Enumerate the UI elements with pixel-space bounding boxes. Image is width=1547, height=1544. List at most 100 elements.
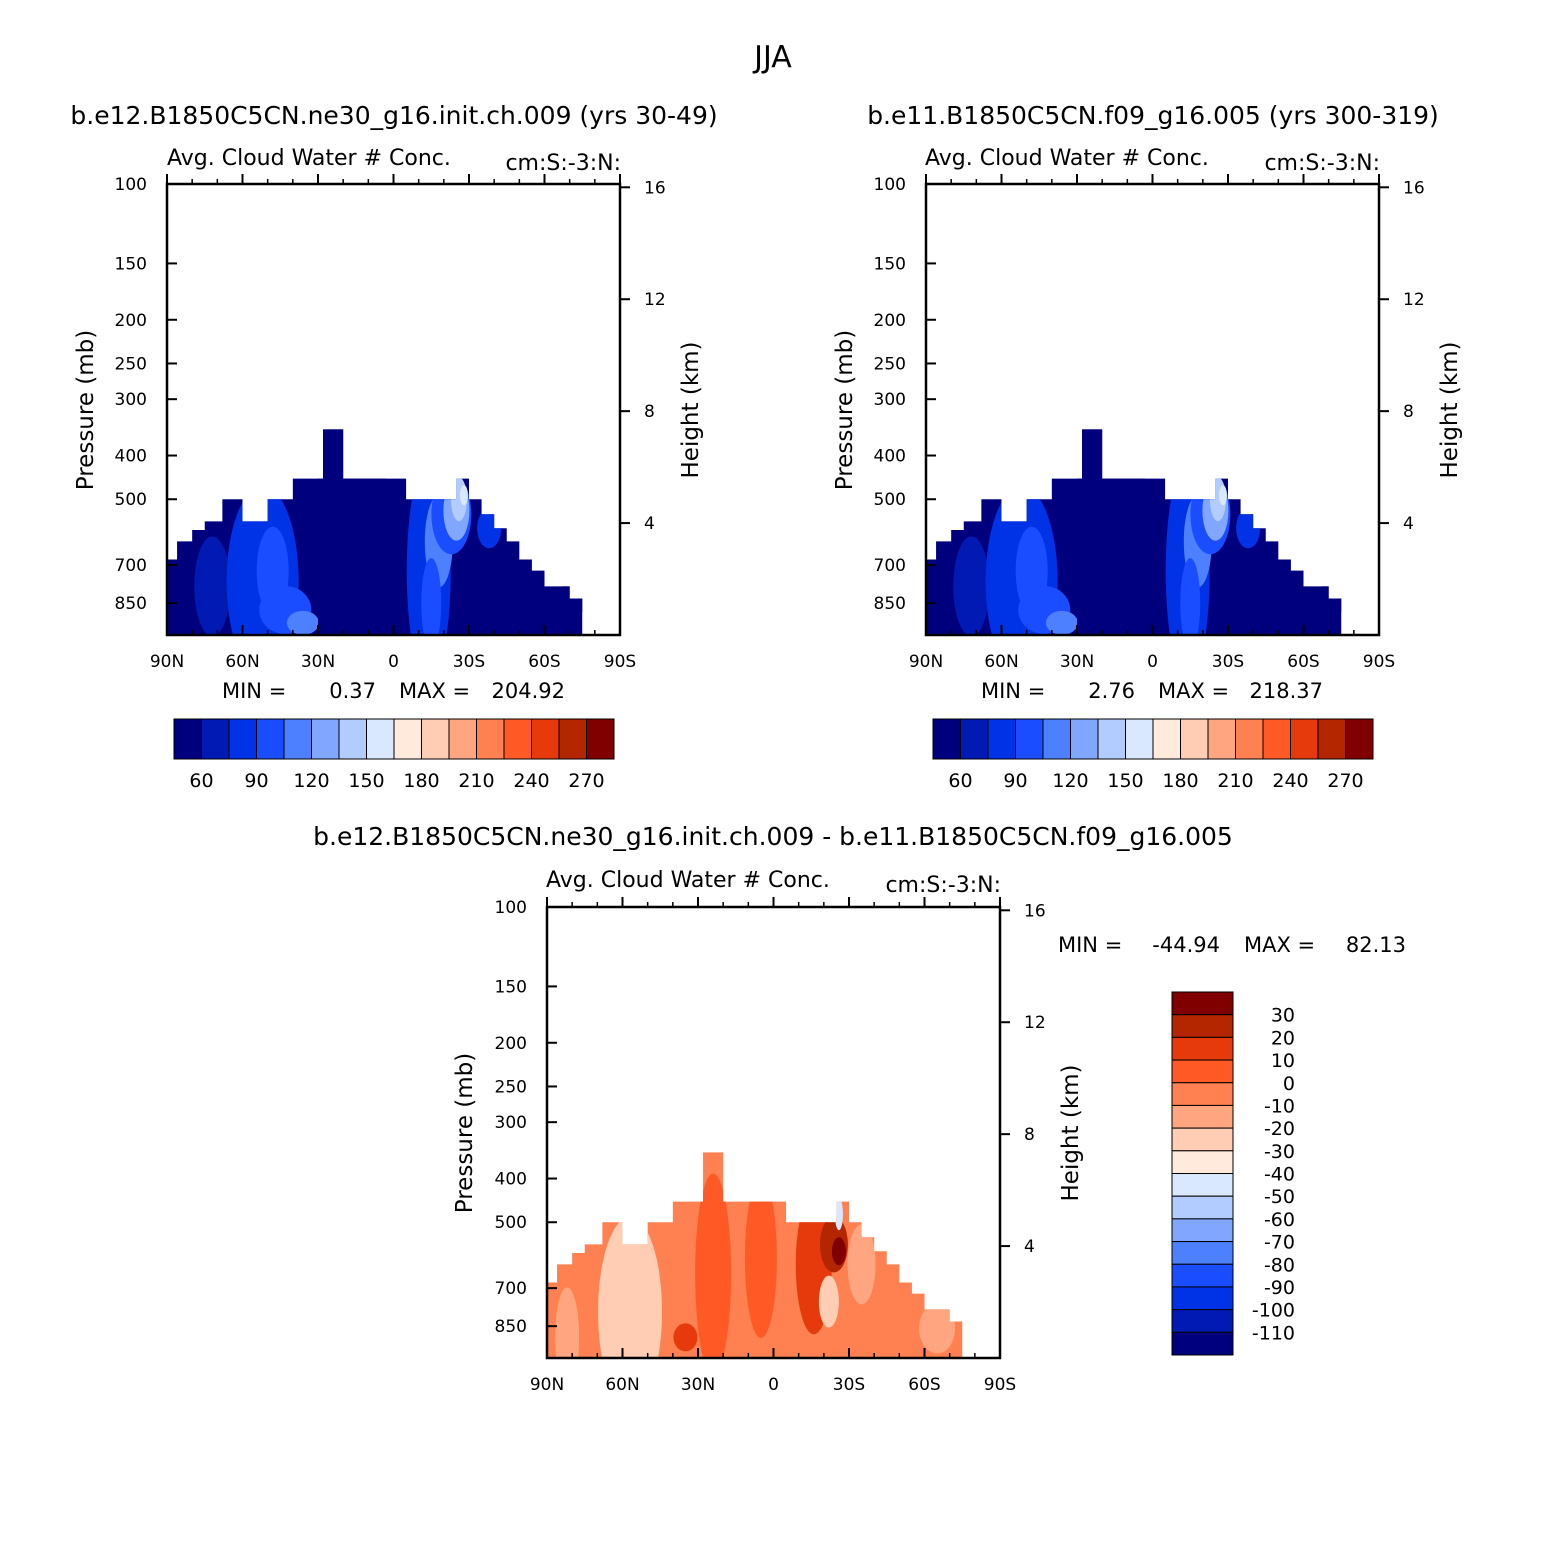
field-body	[167, 429, 583, 635]
p-tick-label: 850	[495, 1317, 527, 1337]
colorbar-label: 240	[513, 770, 549, 792]
contour-fill	[695, 1173, 732, 1358]
colorbar-label: 20	[1271, 1027, 1295, 1049]
z-tick-label: 12	[1403, 290, 1425, 310]
colorbar-label: -90	[1264, 1277, 1295, 1299]
contour-fill	[953, 536, 990, 635]
contour-fill	[555, 583, 583, 624]
z-tick-label: 4	[1024, 1237, 1035, 1257]
colorbar-label: 240	[1272, 770, 1308, 792]
p-tick-label: 400	[495, 1170, 527, 1190]
colorbar-box	[256, 718, 285, 760]
panel-2-contour-field	[926, 429, 1342, 635]
colorbar-label: 270	[568, 770, 604, 792]
p-tick-label: 250	[874, 354, 906, 374]
panel-1-min-value: 0.37	[329, 679, 376, 703]
p-tick-label: 500	[874, 490, 906, 510]
colorbar-label: -70	[1264, 1232, 1295, 1254]
p-tick-label: 200	[115, 311, 147, 331]
colorbar-box	[1207, 718, 1236, 760]
contour-fill	[1236, 508, 1261, 549]
x-tick-label: 30N	[1060, 652, 1094, 672]
colorbar-box	[1152, 718, 1181, 760]
colorbar-box	[1171, 1150, 1234, 1174]
z-tick-label: 12	[644, 290, 666, 310]
p-tick-label: 700	[874, 556, 906, 576]
contour-fill	[555, 1287, 580, 1358]
colorbar-box	[1171, 1082, 1234, 1106]
colorbar-box	[1015, 718, 1044, 760]
z-tick-label: 8	[644, 402, 655, 422]
panel-2-min-label: MIN =	[981, 679, 1045, 703]
x-tick-label: 0	[768, 1375, 779, 1395]
colorbar-label: -20	[1264, 1118, 1295, 1140]
contour-fill	[1314, 583, 1342, 624]
colorbar-label: -80	[1264, 1254, 1295, 1276]
panel-3-min-value: -44.94	[1152, 933, 1220, 957]
panel-2-axes: 90N 60N 30N 0 30S 60S 90S 100 150 200 250 300 400 500…	[874, 174, 1425, 672]
panel-1-colorbar: 60 90 120 150 180 210 240 270	[173, 718, 615, 792]
z-tick-label: 8	[1024, 1125, 1035, 1145]
x-tick-label: 30N	[301, 652, 335, 672]
x-tick-label: 0	[1147, 652, 1158, 672]
colorbar-box	[1262, 718, 1291, 760]
x-tick-label: 60S	[908, 1375, 940, 1395]
colorbar-label: 30	[1271, 1005, 1295, 1027]
colorbar-box	[1171, 1241, 1234, 1265]
panel-3-colorbar: 3020100-10-20-30-40-50-60-70-80-90-100-1…	[1171, 991, 1295, 1356]
panel-2-case-title: b.e11.B1850C5CN.f09_g16.005 (yrs 300-319…	[867, 101, 1439, 130]
colorbar-box	[531, 718, 560, 760]
colorbar-box	[366, 718, 395, 760]
panel-1: b.e12.B1850C5CN.ne30_g16.init.ch.009 (yr…	[70, 101, 717, 792]
panel-1-ylabel-left: Pressure (mb)	[73, 330, 99, 490]
colorbar-box	[201, 718, 230, 760]
p-tick-label: 100	[874, 175, 906, 195]
field-body	[926, 429, 1342, 635]
colorbar-box	[1171, 1173, 1234, 1197]
colorbar-label: 180	[403, 770, 439, 792]
panel-2: b.e11.B1850C5CN.f09_g16.005 (yrs 300-319…	[832, 101, 1463, 792]
colorbar-label: 120	[293, 770, 329, 792]
colorbar-box	[1171, 1218, 1234, 1243]
panel-2-units: cm:S:-3:N:	[1264, 151, 1380, 176]
p-tick-label: 100	[115, 175, 147, 195]
panel-2-colorbar: 60 90 120 150 180 210 240 270	[932, 718, 1374, 792]
colorbar-label: -40	[1264, 1164, 1295, 1186]
panel-1-contour-field	[167, 429, 583, 635]
colorbar-box	[448, 718, 477, 760]
contour-fill	[598, 1216, 663, 1358]
p-tick-label: 400	[874, 447, 906, 467]
x-tick-label: 60N	[984, 652, 1018, 672]
colorbar-label: 150	[348, 770, 384, 792]
panel-1-max-value: 204.92	[492, 679, 565, 703]
colorbar-label: 10	[1271, 1050, 1295, 1072]
panel-1-axes: 90N 60N 30N 0 30S 60S 90S 100 150 200 250 300 400 500…	[115, 174, 666, 672]
colorbar-box	[1097, 718, 1126, 760]
p-tick-label: 700	[495, 1279, 527, 1299]
colorbar-box	[558, 718, 587, 760]
colorbar-label: 0	[1283, 1073, 1295, 1095]
colorbar-box	[1171, 1286, 1234, 1311]
contour-fill	[1045, 610, 1078, 635]
colorbar-label: 150	[1107, 770, 1143, 792]
colorbar-label: -60	[1264, 1209, 1295, 1231]
x-tick-label: 90S	[1363, 652, 1395, 672]
panel-3-ylabel-left: Pressure (mb)	[452, 1053, 478, 1213]
x-tick-label: 60N	[225, 652, 259, 672]
colorbar-box	[1171, 1263, 1234, 1288]
colorbar-label: -10	[1264, 1095, 1295, 1117]
z-tick-label: 4	[644, 514, 655, 534]
colorbar-label: 210	[458, 770, 494, 792]
contour-fill	[818, 1275, 839, 1328]
colorbar-box	[228, 718, 257, 760]
p-tick-label: 200	[874, 311, 906, 331]
contour-fill	[286, 610, 319, 635]
p-tick-label: 150	[115, 254, 147, 274]
colorbar-box	[1171, 1195, 1234, 1220]
main-title: JJA	[752, 40, 792, 75]
p-tick-label: 200	[495, 1034, 527, 1054]
contour-fill	[1218, 485, 1227, 506]
p-tick-label: 850	[115, 594, 147, 614]
panel-3-case-title: b.e12.B1850C5CN.ne30_g16.init.ch.009 - b…	[313, 822, 1233, 851]
